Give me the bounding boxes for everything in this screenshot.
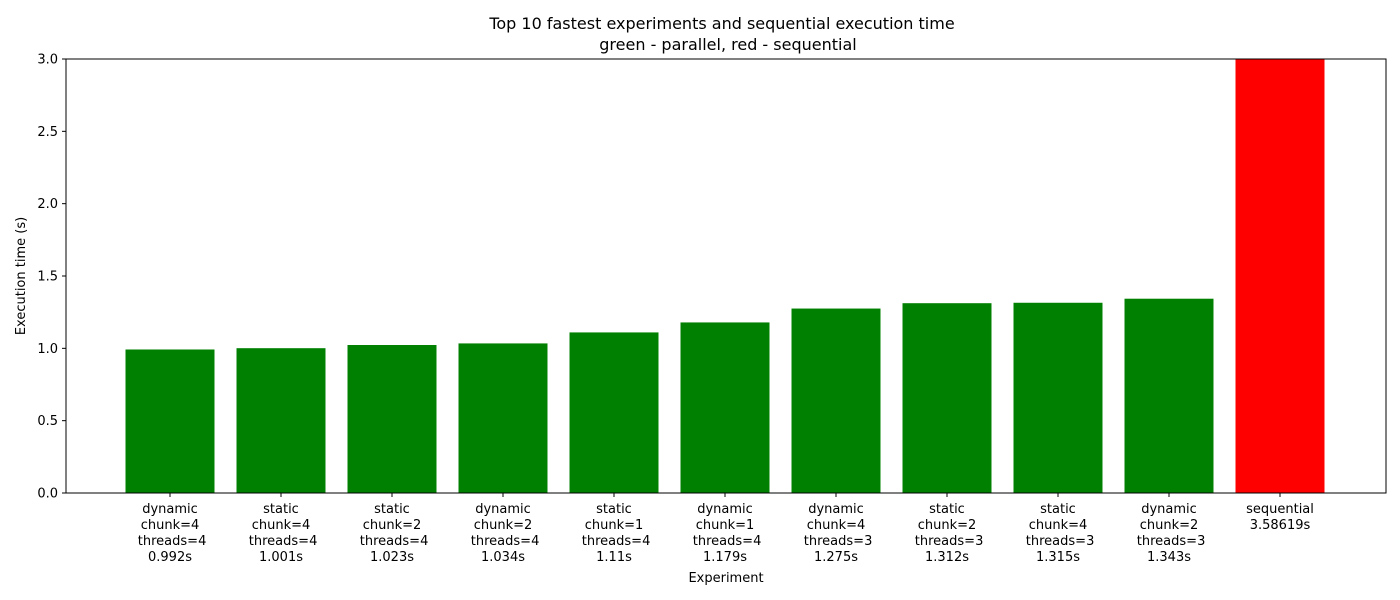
bar [569, 332, 659, 493]
bar [125, 349, 215, 493]
bar [236, 348, 326, 493]
y-tick-label: 3.0 [37, 53, 58, 68]
y-tick-label: 2.5 [37, 125, 58, 140]
x-tick-label-line: threads=4 [689, 534, 762, 549]
x-tick-label-line: dynamic [697, 502, 753, 517]
bar [902, 303, 992, 493]
x-tick-label-line: chunk=2 [474, 518, 533, 533]
x-tick-label-line: chunk=1 [585, 518, 644, 533]
x-tick-label: dynamic chunk=1 threads=4 1.179s [689, 502, 762, 565]
x-tick-label-line: 3.58619s [1250, 518, 1311, 533]
bar [680, 322, 770, 493]
x-tick-label-line: 1.315s [1036, 550, 1080, 565]
x-tick-label-line: chunk=2 [363, 518, 422, 533]
x-tick-label: sequential 3.58619s [1246, 502, 1314, 533]
bar [1013, 302, 1103, 493]
x-tick-label-line: chunk=4 [807, 518, 866, 533]
x-tick-label-line: 1.001s [259, 550, 303, 565]
x-tick-label: static chunk=2 threads=3 1.312s [911, 502, 984, 565]
x-tick-label-line: dynamic [808, 502, 864, 517]
x-tick-label-line: threads=3 [1022, 534, 1095, 549]
x-tick-label-line: 1.343s [1147, 550, 1191, 565]
x-tick-label: static chunk=4 threads=3 1.315s [1022, 502, 1095, 565]
x-tick-label-line: dynamic [1141, 502, 1197, 517]
x-tick-label-line: threads=3 [1133, 534, 1206, 549]
x-axis-label: Experiment [688, 571, 763, 586]
bar [791, 308, 881, 493]
y-tick-label: 0.5 [37, 414, 58, 429]
x-tick-label-line: threads=4 [356, 534, 429, 549]
x-tick-label: static chunk=2 threads=4 1.023s [356, 502, 429, 565]
x-tick-label-line: static [1040, 502, 1076, 517]
x-tick-label-line: 1.275s [814, 550, 858, 565]
x-tick-label: dynamic chunk=4 threads=4 0.992s [134, 502, 207, 565]
bar [1235, 59, 1325, 493]
x-tick-label: dynamic chunk=2 threads=4 1.034s [467, 502, 540, 565]
y-tick-label: 1.0 [37, 342, 58, 357]
x-tick-label-line: threads=3 [800, 534, 873, 549]
bar [1124, 298, 1214, 493]
x-tick-label-line: chunk=2 [1140, 518, 1199, 533]
chart-title: Top 10 fastest experiments and sequentia… [488, 14, 954, 33]
y-tick-label: 0.0 [37, 487, 58, 502]
x-tick-label-line: threads=4 [245, 534, 318, 549]
x-tick-label: static chunk=1 threads=4 1.11s [578, 502, 651, 565]
bar [347, 345, 437, 493]
x-tick-label-line: chunk=4 [1029, 518, 1088, 533]
x-tick-label-line: threads=4 [134, 534, 207, 549]
x-tick-label-line: threads=4 [467, 534, 540, 549]
chart-subtitle: green - parallel, red - sequential [599, 35, 856, 54]
x-tick-label-line: 1.11s [596, 550, 632, 565]
x-tick-label-line: static [374, 502, 410, 517]
x-tick-label-line: dynamic [142, 502, 198, 517]
x-tick-label-line: chunk=1 [696, 518, 755, 533]
x-tick-label-line: static [263, 502, 299, 517]
x-tick-label-line: 1.312s [925, 550, 969, 565]
bars [125, 59, 1325, 493]
x-tick-label-line: 0.992s [148, 550, 192, 565]
x-tick-label-line: dynamic [475, 502, 531, 517]
y-tick-label: 1.5 [37, 270, 58, 285]
x-tick-label-line: threads=4 [578, 534, 651, 549]
bar [458, 343, 548, 493]
y-axis-label: Execution time (s) [14, 217, 29, 335]
x-tick-label: dynamic chunk=2 threads=3 1.343s [1133, 502, 1206, 565]
x-tick-label: dynamic chunk=4 threads=3 1.275s [800, 502, 873, 565]
x-tick-label-line: static [929, 502, 965, 517]
x-tick-label-line: chunk=4 [252, 518, 311, 533]
y-tick-label: 2.0 [37, 197, 58, 212]
x-tick-label-line: threads=3 [911, 534, 984, 549]
x-tick-label-line: static [596, 502, 632, 517]
x-tick-label-line: chunk=2 [918, 518, 977, 533]
x-tick-label-line: chunk=4 [141, 518, 200, 533]
x-tick-label-line: 1.034s [481, 550, 525, 565]
x-tick-label-line: 1.179s [703, 550, 747, 565]
x-tick-label-line: 1.023s [370, 550, 414, 565]
x-tick-label-line: sequential [1246, 502, 1314, 517]
x-tick-label: static chunk=4 threads=4 1.001s [245, 502, 318, 565]
